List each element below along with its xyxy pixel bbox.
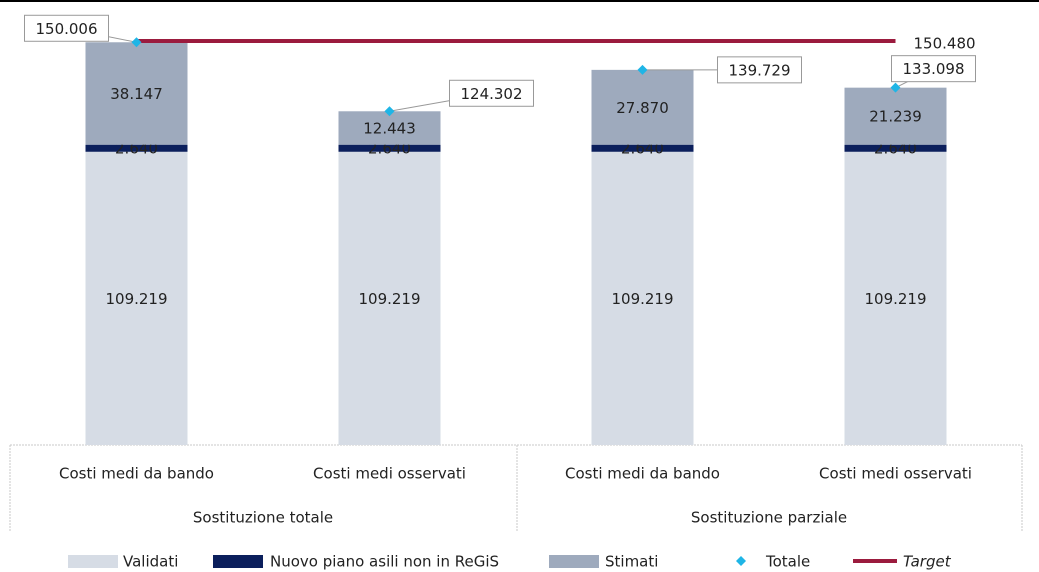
total-label: 150.006 <box>35 20 97 38</box>
legend-label: Nuovo piano asili non in ReGiS <box>270 553 499 571</box>
bar-segment <box>85 151 188 445</box>
label-box <box>891 55 976 83</box>
legend-marker <box>68 555 118 568</box>
bar-segment <box>844 144 947 152</box>
bar-segment <box>844 87 947 145</box>
x-tick-label: Costi medi osservati <box>313 465 466 483</box>
bar-segment <box>591 144 694 152</box>
legend-label: Stimati <box>605 553 658 571</box>
bar-segment <box>338 151 441 445</box>
legend-label: Target <box>903 553 952 571</box>
total-label: 124.302 <box>460 85 522 103</box>
total-marker <box>131 37 142 48</box>
data-label: 109.219 <box>864 290 926 308</box>
target-label: 150.480 <box>914 35 976 53</box>
bar-segment <box>591 151 694 445</box>
label-box <box>717 56 802 84</box>
bar-segment <box>85 144 188 152</box>
x-tick-label: Costi medi da bando <box>565 465 720 483</box>
bar-segment <box>338 144 441 152</box>
total-label: 139.729 <box>728 61 790 79</box>
data-label: 109.219 <box>105 290 167 308</box>
bar-segment <box>338 111 441 145</box>
total-marker <box>384 106 395 117</box>
data-label: 109.219 <box>611 290 673 308</box>
legend-marker <box>549 555 599 568</box>
total-marker <box>890 82 901 93</box>
bar-segment <box>844 151 947 445</box>
label-box <box>449 79 534 107</box>
data-label: 21.239 <box>869 108 922 126</box>
bar-segment <box>591 69 694 145</box>
x-tick-label: Costi medi da bando <box>59 465 214 483</box>
data-label: 12.443 <box>363 119 416 137</box>
data-label: 38.147 <box>110 85 163 103</box>
total-marker <box>637 64 648 75</box>
x-tick-label: Costi medi osservati <box>819 465 972 483</box>
group-label: Sostituzione totale <box>193 509 333 527</box>
data-label: 27.870 <box>616 99 669 117</box>
legend-marker <box>736 556 746 566</box>
legend-marker <box>213 555 263 568</box>
legend-label: Totale <box>765 553 810 571</box>
bar-segment <box>85 42 188 145</box>
data-label: 109.219 <box>358 290 420 308</box>
group-label: Sostituzione parziale <box>691 509 847 527</box>
label-box <box>24 14 109 42</box>
legend-label: Validati <box>123 553 178 571</box>
total-label: 133.098 <box>902 60 964 78</box>
